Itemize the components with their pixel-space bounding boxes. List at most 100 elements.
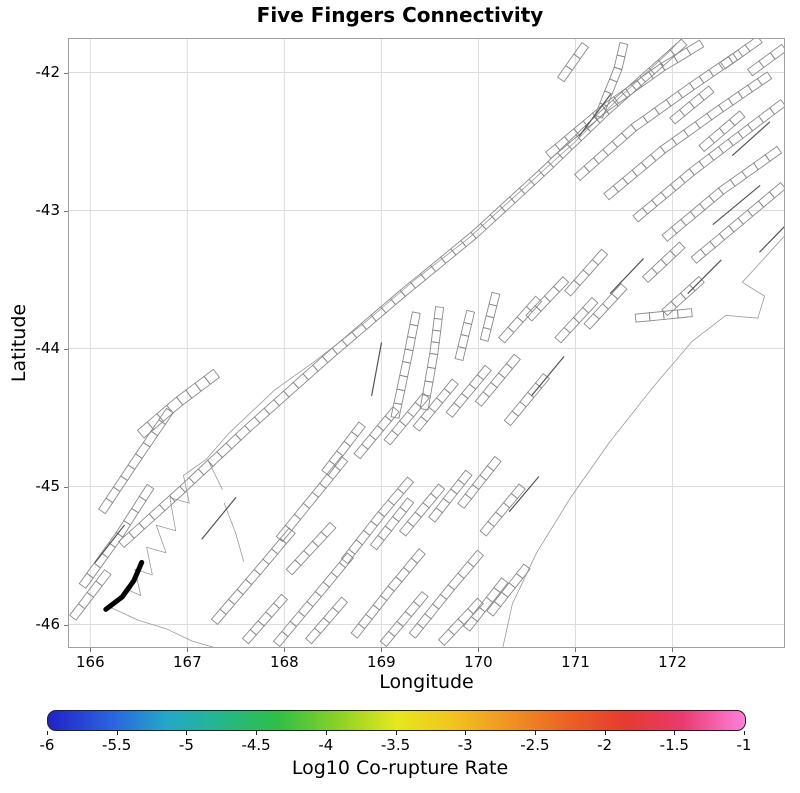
- fault-section: [404, 600, 421, 618]
- fault-section: [718, 118, 736, 135]
- fault-section: [602, 140, 619, 157]
- fault-section: [620, 124, 637, 140]
- fault-section: [406, 323, 419, 339]
- fault-section: [108, 531, 124, 549]
- fault-section: [355, 529, 371, 546]
- colorbar-tick-mark: [325, 731, 327, 735]
- fault-section: [428, 507, 444, 523]
- x-tick-mark: [90, 648, 92, 652]
- x-tick-mark: [284, 648, 286, 652]
- fault-section: [728, 110, 746, 127]
- fault-section: [634, 312, 651, 323]
- fault-section: [706, 104, 724, 121]
- fault-section: [501, 582, 516, 598]
- fault-section: [304, 627, 322, 645]
- fault-section: [412, 590, 429, 608]
- fault-section: [77, 591, 95, 610]
- fault-section: [670, 292, 687, 308]
- fault-section: [311, 482, 327, 498]
- fault-section: [387, 487, 405, 506]
- fault-section: [534, 372, 551, 389]
- fault-section: [592, 303, 610, 320]
- fault-section: [499, 196, 516, 213]
- fault-section: [651, 258, 668, 275]
- fault-section: [369, 534, 385, 551]
- fault-section: [402, 348, 414, 364]
- fault-section: [424, 366, 436, 383]
- fault-section: [640, 153, 657, 170]
- fault-section: [482, 381, 498, 398]
- fault-section: [391, 420, 407, 437]
- fault-trace-line: [201, 497, 237, 540]
- fault-section: [747, 115, 765, 132]
- fault-section: [396, 374, 409, 392]
- fault-section: [631, 161, 648, 177]
- x-axis-label: Longitude: [379, 671, 474, 693]
- fault-section: [493, 591, 509, 608]
- fault-section: [370, 306, 387, 322]
- fault-section: [210, 608, 227, 626]
- chart-title: Five Fingers Connectivity: [256, 3, 544, 27]
- fault-section: [440, 248, 457, 264]
- colorbar-tick-label: -5.5: [102, 736, 132, 754]
- fault-section: [390, 402, 403, 419]
- fault-trace-line: [94, 524, 125, 564]
- fault-section: [387, 620, 404, 638]
- fault-section: [688, 93, 705, 109]
- fault-section: [105, 486, 121, 504]
- fault-section: [331, 596, 349, 614]
- fault-section: [389, 289, 406, 306]
- fault-section: [312, 355, 329, 372]
- fault-section: [611, 132, 628, 148]
- x-tick-label: 171: [561, 653, 590, 671]
- fault-section: [158, 494, 176, 512]
- colorbar-tick-mark: [604, 731, 606, 735]
- fault-section: [632, 207, 649, 223]
- colorbar-tick-mark: [744, 731, 745, 735]
- fault-section: [642, 107, 660, 124]
- fault-section: [460, 321, 473, 337]
- fault-section: [516, 305, 533, 323]
- fault-section: [528, 169, 545, 186]
- fault-section: [419, 264, 437, 281]
- fault-section: [234, 424, 251, 441]
- x-tick-mark: [575, 648, 577, 652]
- fault-section: [379, 585, 395, 602]
- fault-section: [78, 572, 94, 589]
- fault-section: [253, 407, 271, 424]
- fault-section: [263, 399, 280, 415]
- fault-section: [718, 97, 734, 113]
- colorbar-tick-label: -3: [457, 736, 473, 754]
- fault-section: [574, 165, 591, 182]
- colorbar-tick-mark: [674, 731, 676, 735]
- fault-section: [350, 623, 366, 639]
- x-tick-label: 170: [464, 653, 493, 671]
- fault-section: [148, 504, 166, 521]
- fault-section: [554, 326, 571, 344]
- fault-section: [414, 502, 430, 518]
- fault-section: [482, 315, 495, 331]
- fault-section: [203, 368, 221, 385]
- colorbar-tick-label: -4: [318, 736, 334, 754]
- x-tick-label: 167: [173, 653, 202, 671]
- fault-section: [592, 148, 609, 165]
- fault-section: [406, 511, 422, 528]
- fault-section: [641, 199, 658, 215]
- fault-section: [406, 401, 422, 418]
- fault-section: [430, 329, 442, 344]
- fault-section: [86, 562, 102, 579]
- fault-section: [573, 269, 590, 287]
- fault-section: [442, 488, 458, 505]
- fault-trace-line: [531, 356, 565, 396]
- fault-section: [284, 513, 302, 532]
- fault-section: [679, 284, 696, 300]
- fault-section: [168, 485, 186, 503]
- fault-section: [603, 185, 620, 201]
- fault-section: [665, 90, 684, 107]
- x-tick-label: 172: [658, 653, 687, 671]
- fault-section: [331, 339, 348, 355]
- y-tick-mark: [64, 348, 68, 350]
- y-tick-label: -46: [35, 614, 61, 633]
- fault-section: [678, 101, 696, 117]
